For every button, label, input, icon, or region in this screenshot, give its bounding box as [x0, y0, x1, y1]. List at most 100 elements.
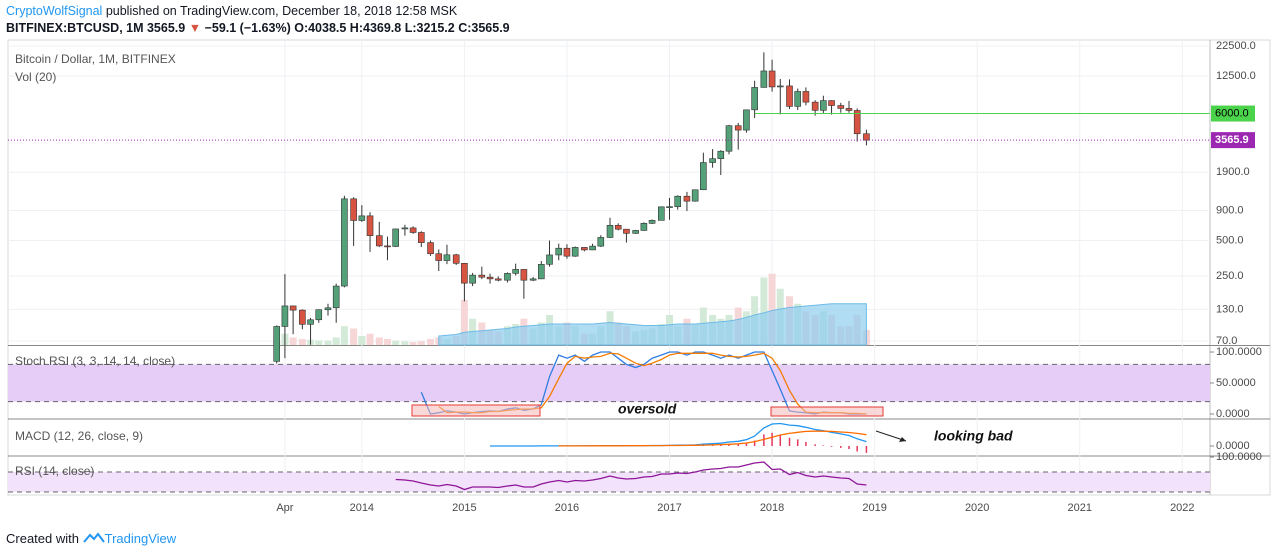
- candle-body: [392, 228, 399, 247]
- last-price-box: [1211, 132, 1255, 149]
- candle-body: [691, 189, 699, 202]
- x-tick-label: 2017: [657, 502, 681, 514]
- candle-body: [332, 285, 340, 309]
- volume-bar: [298, 339, 306, 345]
- candle-body: [341, 198, 348, 287]
- candle-body: [614, 225, 622, 230]
- x-tick-label: 2022: [1170, 502, 1194, 514]
- candle-body: [504, 273, 511, 281]
- candle-body: [845, 108, 853, 111]
- symbol-line: BITFINEX:BTCUSD, 1M 3565.9 ▼ −59.1 (−1.6…: [6, 21, 510, 35]
- candle-body: [581, 247, 588, 251]
- candle-body: [315, 309, 323, 321]
- y-tick-label: 12500.0: [1216, 70, 1256, 82]
- volume-bar: [340, 326, 348, 345]
- histogram-bar: [856, 445, 858, 452]
- candle-body: [648, 220, 656, 224]
- brand[interactable]: TradingView: [104, 531, 177, 546]
- candle-body: [623, 228, 630, 234]
- y-tick-label: 500.0: [1216, 234, 1244, 246]
- price-label: 6000.0: [1215, 107, 1249, 119]
- candle-body: [571, 247, 579, 257]
- candle-body: [409, 227, 417, 233]
- candle-body: [529, 278, 537, 281]
- volume-bar: [392, 340, 400, 345]
- volume-bar: [768, 273, 776, 345]
- candle-body: [794, 91, 802, 107]
- highlight-box: [770, 406, 884, 417]
- candle-body: [717, 150, 725, 159]
- volume-bar: [324, 340, 332, 345]
- line: [395, 461, 867, 491]
- volume-bar: [332, 337, 340, 345]
- histogram-bar: [814, 444, 816, 446]
- pane-title: MACD (12, 26, close, 9): [15, 429, 143, 443]
- histogram-bar: [753, 440, 756, 446]
- annotation: looking bad: [934, 428, 1013, 444]
- x-tick-label: 2020: [965, 502, 989, 514]
- chart-border: [7, 39, 1271, 496]
- candle-body: [427, 242, 434, 255]
- y-tick-label: 100.0000: [1216, 451, 1262, 463]
- publish-line: CryptoWolfSignal published on TradingVie…: [6, 4, 457, 18]
- histogram-bar: [771, 432, 773, 446]
- annotation-arrowhead: [899, 437, 906, 442]
- candle-body: [734, 125, 742, 131]
- candle-body: [632, 230, 639, 234]
- x-tick-label: Apr: [276, 502, 293, 514]
- footer: Created with TradingView: [6, 531, 176, 546]
- candle-body: [418, 232, 425, 243]
- author[interactable]: CryptoWolfSignal: [6, 4, 103, 18]
- histogram-bar: [805, 441, 807, 446]
- candle-body: [486, 276, 494, 280]
- y-tick-label: 0.0000: [1216, 440, 1250, 452]
- pane-title: Bitcoin / Dollar, 1M, BITFINEX: [15, 52, 176, 66]
- pane-title: Vol (20): [15, 70, 56, 84]
- line: [558, 430, 867, 447]
- y-tick-label: 1900.0: [1216, 166, 1250, 178]
- annotation: oversold: [618, 401, 677, 417]
- candle-body: [324, 307, 332, 311]
- volume-bar: [409, 342, 417, 345]
- volume-bar: [417, 341, 425, 345]
- band-fill: [8, 472, 1210, 492]
- symbol: BITFINEX:BTCUSD, 1M: [6, 21, 144, 35]
- x-tick-label: 2018: [760, 502, 784, 514]
- pane-title: RSI (14, close): [15, 464, 94, 478]
- histogram-bar: [745, 442, 748, 446]
- y-tick-label: 22500.0: [1216, 40, 1256, 52]
- candle-body: [366, 215, 374, 236]
- candle-body: [674, 195, 682, 207]
- histogram-bar: [830, 445, 833, 447]
- volume-bar: [383, 339, 391, 345]
- candle-body: [589, 245, 596, 251]
- volume-bar: [315, 340, 323, 345]
- price-label-box: [1211, 105, 1255, 122]
- candle-body: [299, 309, 306, 325]
- histogram-bar: [840, 445, 842, 448]
- volume-bar: [366, 333, 374, 345]
- band-fill: [8, 364, 1210, 402]
- down-arrow: ▼: [188, 21, 202, 35]
- footer-text: Created with: [6, 531, 79, 546]
- last: 3565.9: [146, 21, 186, 35]
- y-tick-label: 130.0: [1216, 303, 1244, 315]
- candle-body: [494, 278, 502, 281]
- candle-body: [469, 274, 476, 284]
- candle-body: [725, 125, 733, 152]
- candle-body: [760, 70, 768, 88]
- volume-bar: [401, 341, 409, 345]
- y-tick-label: 50.0000: [1216, 377, 1256, 389]
- tv-logo: [82, 532, 105, 543]
- candle-body: [281, 305, 289, 327]
- histogram-bar: [763, 434, 765, 446]
- candle-body: [776, 85, 784, 88]
- candle-body: [811, 101, 819, 111]
- histogram-bar: [848, 445, 850, 450]
- candle-body: [350, 198, 357, 221]
- candle-body: [658, 206, 665, 221]
- x-tick-label: 2019: [862, 502, 886, 514]
- x-tick-label: 2015: [452, 502, 476, 514]
- volume-ma-area: [438, 303, 867, 346]
